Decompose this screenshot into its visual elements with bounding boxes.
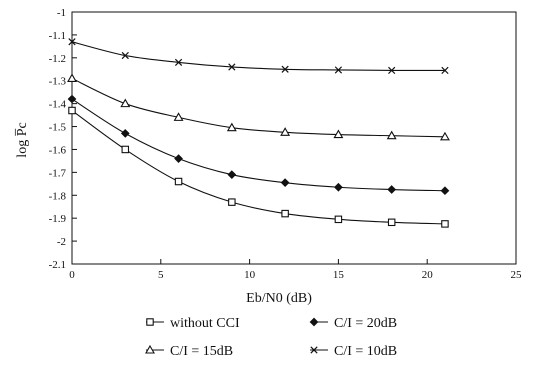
data-point [120,129,130,138]
x-tick-label: 5 [158,269,164,281]
data-point [120,98,131,108]
legend-marker [146,318,154,326]
data-point [334,66,343,74]
legend-label: C/I = 15dB [170,344,233,359]
legend-item: C/I = 10dB [310,344,397,359]
data-point [67,94,77,104]
data-point [280,127,291,136]
legend-label: without CCI [170,316,240,331]
legend-item: C/I = 15dB [145,344,233,359]
legend-label: C/I = 20dB [334,316,397,331]
data-point [387,185,397,194]
plot-frame [71,11,517,265]
y-tick-label: -1.6 [49,144,67,156]
y-tick-label: -1.9 [49,213,67,225]
data-point [386,130,397,140]
y-tick-label: -1.4 [49,99,67,111]
x-tick-label: 25 [511,269,523,281]
series-line-0 [71,110,445,225]
series-line-3 [71,41,445,72]
y-axis-ticks: -1 -1.1 -1.2 -1.3 -1.4 -1.5 -1.6 -1.7 -1.8 -1.9 -2… [49,7,77,271]
legend-marker [145,344,155,354]
y-tick-label: -1.5 [49,122,67,134]
y-tick-label: -2 [57,236,66,248]
legend-item: without CCI [146,316,240,331]
data-point [388,66,396,75]
y-tick-label: -1.3 [49,76,67,88]
legend: without CCI C/I = 20dB C/I = 15dB C/I = 10d… [145,316,397,359]
y-axis-label: log P̅c [15,122,30,157]
y-tick-label: -1.8 [49,190,67,202]
data-point [334,215,343,224]
x-tick-label: 20 [422,269,434,281]
x-axis-label: Eb/N0 (dB) [246,291,312,306]
legend-marker [309,317,319,327]
data-point [280,178,290,188]
data-point [440,186,450,196]
data-point [281,65,289,73]
data-point [67,73,77,82]
data-point [281,209,289,218]
data-point [441,220,449,228]
y-tick-label: -1 [57,7,66,19]
data-point [121,51,129,60]
data-point [173,112,184,121]
legend-label: C/I = 10dB [334,344,397,359]
y-tick-label: -1.1 [49,30,66,42]
legend-marker [310,346,318,354]
x-tick-label: 0 [69,269,75,281]
data-point [121,145,130,154]
data-point [68,38,76,46]
data-point [174,58,183,67]
data-point [174,177,183,186]
data-point [334,182,343,192]
series-layer [67,38,450,228]
data-point [174,154,183,163]
data-point [68,106,76,115]
data-point [228,198,236,206]
data-point [227,170,237,180]
data-point [440,131,450,141]
series-line-1 [71,98,445,192]
legend-item: C/I = 20dB [309,316,397,331]
y-tick-label: -2.1 [49,259,66,271]
x-axis-ticks: 0 5 10 15 20 25 [69,259,522,281]
series-line-2 [71,77,445,138]
x-tick-label: 15 [333,269,345,281]
data-point [226,122,237,132]
y-tick-label: -1.2 [49,53,66,65]
y-tick-label: -1.7 [49,167,67,179]
data-point [228,63,236,71]
data-point [387,218,396,227]
x-tick-label: 10 [244,269,256,281]
data-point [441,66,449,75]
data-point [333,129,344,139]
